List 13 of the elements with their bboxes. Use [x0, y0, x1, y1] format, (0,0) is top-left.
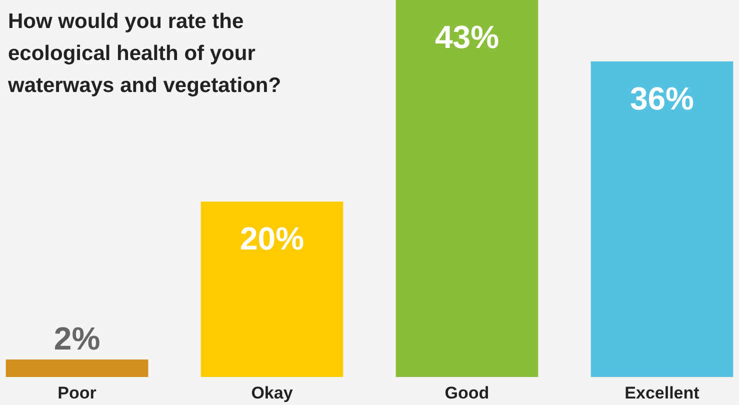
x-tick-label: Good: [444, 384, 490, 402]
data-label: 2%: [54, 320, 100, 356]
x-tick-label: Excellent: [624, 384, 700, 402]
x-tick-label: Okay: [251, 384, 294, 402]
data-label: 36%: [630, 80, 694, 116]
bar: [6, 359, 148, 377]
bar: [200, 202, 344, 377]
data-label: 20%: [240, 220, 304, 257]
bar: [396, 0, 538, 377]
x-tick-label: Poor: [58, 384, 97, 402]
data-label: 43%: [434, 19, 500, 55]
bar: [590, 61, 734, 377]
text: How would you rate the ecological health of your waterways and vegetation?: [8, 9, 282, 99]
